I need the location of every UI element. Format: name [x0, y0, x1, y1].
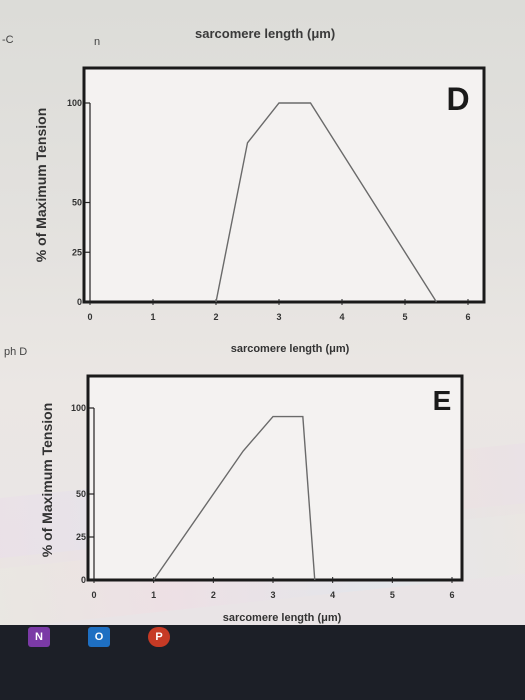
fragment-left-mid: ph D — [4, 346, 28, 358]
tension-curve — [153, 415, 316, 581]
y-tick-label: 50 — [72, 198, 82, 208]
y-axis-label: % of Maximum Tension — [39, 403, 55, 558]
y-tick-label: 25 — [72, 247, 82, 257]
y-tick-label: 0 — [81, 575, 86, 585]
x-tick-label: 1 — [150, 312, 155, 322]
fragment-mid-top: n — [94, 36, 101, 48]
onenote-icon-label: N — [35, 631, 43, 643]
powerpoint-icon-label: P — [155, 631, 163, 643]
tension-curve — [215, 102, 438, 303]
y-axis-label: % of Maximum Tension — [33, 108, 49, 263]
y-tick-label: 50 — [76, 489, 86, 499]
y-tick-label: 25 — [76, 532, 86, 542]
panel-letter: E — [433, 385, 452, 416]
x-tick-label: 6 — [465, 312, 470, 322]
panel-letter: D — [446, 81, 469, 117]
plot-frame — [86, 374, 464, 582]
fragment-left-top: -C — [2, 34, 14, 46]
x-tick-label: 0 — [91, 590, 96, 600]
x-axis-label: sarcomere length (μm) — [223, 612, 342, 624]
x-tick-label: 4 — [339, 312, 344, 322]
x-axis-label: sarcomere length (μm) — [231, 343, 350, 355]
x-tick-label: 6 — [449, 590, 454, 600]
x-tick-label: 5 — [390, 590, 395, 600]
outlook-icon[interactable]: O — [88, 627, 110, 647]
y-tick-label: 100 — [71, 403, 86, 413]
screen: -C n ph D sarcomere length (μm) 0 25 50 100… — [0, 0, 525, 625]
x-tick-label: 2 — [213, 312, 218, 322]
y-tick-label: 0 — [77, 297, 82, 307]
powerpoint-icon[interactable]: P — [148, 627, 170, 647]
outlook-icon-label: O — [94, 631, 104, 643]
top-axis-title: sarcomere length (μm) — [195, 26, 336, 41]
taskbar — [0, 625, 525, 700]
x-tick-label: 3 — [276, 312, 281, 322]
x-tick-label: 1 — [151, 590, 156, 600]
x-tick-label: 2 — [211, 590, 216, 600]
plot-frame — [82, 66, 486, 304]
onenote-icon[interactable]: N — [28, 627, 50, 647]
x-tick-label: 0 — [87, 312, 92, 322]
x-tick-label: 3 — [270, 590, 275, 600]
y-tick-label: 100 — [67, 98, 82, 108]
x-tick-label: 5 — [402, 312, 407, 322]
x-tick-label: 4 — [330, 590, 335, 600]
